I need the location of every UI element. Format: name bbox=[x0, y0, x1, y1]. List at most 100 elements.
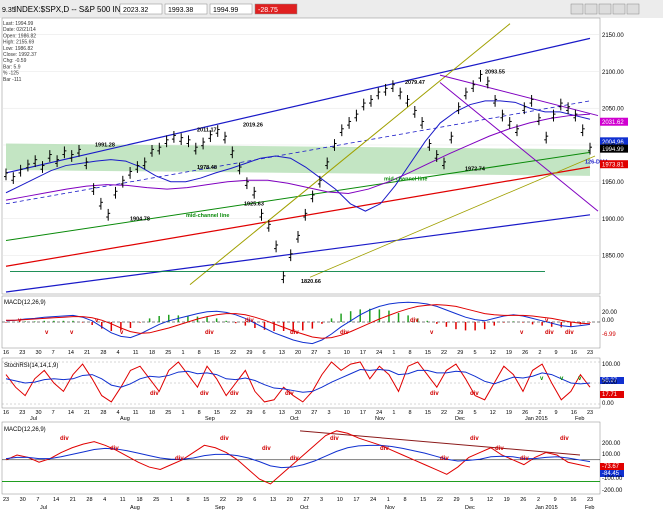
price-axis-label: 2050.00 bbox=[602, 107, 624, 113]
x-tick-label: 22 bbox=[230, 350, 236, 356]
x-tick-label: 8 bbox=[409, 350, 412, 356]
x-tick-label-stoch: 30 bbox=[35, 410, 41, 416]
x-tick-label-stoch: 12 bbox=[490, 410, 496, 416]
x-tick-label: 5 bbox=[473, 350, 476, 356]
macd-annotation: v bbox=[520, 330, 524, 336]
minimize-icon[interactable] bbox=[584, 3, 598, 15]
weekly-macd-panel bbox=[1, 421, 601, 495]
stochrsi-annotation: div bbox=[285, 391, 294, 397]
restore-icon[interactable] bbox=[612, 3, 626, 15]
stochrsi-annotation: v bbox=[540, 376, 544, 382]
window-controls[interactable] bbox=[570, 3, 640, 15]
x-tick-label: 6 bbox=[263, 350, 266, 356]
x-tick-label: 14 bbox=[68, 350, 74, 356]
price-annotation: 1991.28 bbox=[95, 142, 115, 148]
small-value: 9.35 bbox=[2, 7, 16, 14]
weekly-x-tick-label: 10 bbox=[337, 497, 343, 503]
weekly-month-label: Sep bbox=[215, 505, 225, 511]
weekly-x-tick-label: 29 bbox=[454, 497, 460, 503]
x-tick-label: 10 bbox=[344, 350, 350, 356]
month-label: Jan 2015 bbox=[525, 416, 548, 422]
x-tick-label: 9 bbox=[555, 350, 558, 356]
x-tick-label: 19 bbox=[506, 350, 512, 356]
weekly-x-tick-label: 28 bbox=[86, 497, 92, 503]
weekly-month-label: Oct bbox=[300, 505, 309, 511]
x-tick-label-stoch: 4 bbox=[117, 410, 120, 416]
x-tick-label-stoch: 7 bbox=[52, 410, 55, 416]
weekly-axis-label: -84.45 bbox=[602, 471, 620, 477]
weekly-annotation: div bbox=[175, 456, 184, 462]
weekly-x-tick-label: 4 bbox=[103, 497, 106, 503]
macd-annotation: v bbox=[45, 330, 49, 336]
x-tick-label-stoch: 23 bbox=[19, 410, 25, 416]
month-label: Oct bbox=[290, 416, 299, 422]
macd-axis-label: 20.00 bbox=[602, 310, 618, 316]
title-field-box bbox=[209, 3, 253, 15]
stochrsi-axis-label: 17.71 bbox=[602, 392, 618, 398]
stochrsi-series-line bbox=[5, 369, 591, 393]
macd-axis-label: -6.99 bbox=[602, 332, 616, 338]
close-icon[interactable] bbox=[570, 3, 584, 15]
price-flag-label: 1973.81 bbox=[602, 163, 624, 169]
settings-icon[interactable] bbox=[626, 3, 640, 15]
weekly-x-tick-label: 7 bbox=[36, 497, 39, 503]
weekly-series-line bbox=[5, 444, 591, 469]
x-tick-label: 15 bbox=[425, 350, 431, 356]
weekly-macd-layer: MACD(12,26,9) div div div div div div div div div… bbox=[2, 427, 600, 485]
x-tick-label: 1 bbox=[392, 350, 395, 356]
x-tick-label-stoch: 3 bbox=[327, 410, 330, 416]
x-tick-label-stoch: 22 bbox=[230, 410, 236, 416]
macd-series-line bbox=[5, 301, 591, 345]
price-layer: 1991.28 2011.17 2019.26 1904.78 1978.48 1925.… bbox=[4, 23, 609, 293]
weekly-x-tick-label: 26 bbox=[520, 497, 526, 503]
macd-annotation: div bbox=[290, 330, 299, 336]
weekly-annotation: div bbox=[60, 436, 69, 442]
x-tick-label-stoch: 5 bbox=[473, 410, 476, 416]
price-flag-label: 2031.62 bbox=[602, 120, 624, 126]
info-line: Open: 1986.82 bbox=[3, 33, 36, 39]
price-annotation: 1978.48 bbox=[197, 165, 217, 171]
x-tick-label: 16 bbox=[571, 350, 577, 356]
x-tick-label: 8 bbox=[198, 350, 201, 356]
x-tick-label: 11 bbox=[133, 350, 139, 356]
weekly-flag bbox=[600, 463, 624, 470]
weekly-axis-label: 100.00 bbox=[602, 452, 621, 458]
weekly-x-tick-label: 16 bbox=[570, 497, 576, 503]
maximize-icon[interactable] bbox=[598, 3, 612, 15]
weekly-x-tick-label: 11 bbox=[120, 497, 126, 503]
title-field-box bbox=[164, 3, 208, 15]
x-tick-label-stoch: 1 bbox=[181, 410, 184, 416]
stochrsi-annotation: v bbox=[560, 376, 564, 382]
weekly-series-line bbox=[5, 430, 591, 485]
title-fields[interactable]: 2023.32 1993.38 1994.99 -28.75 bbox=[119, 3, 298, 15]
macd-annotation: div bbox=[410, 318, 419, 324]
weekly-annotation: div bbox=[380, 446, 389, 452]
price-annotation: 2011.17 bbox=[197, 128, 217, 134]
x-tick-label-stoch: 24 bbox=[376, 410, 382, 416]
weekly-axis-label: -100.00 bbox=[602, 476, 623, 482]
weekly-month-label: Nov bbox=[385, 505, 395, 511]
weekly-month-label: Jan 2015 bbox=[535, 505, 558, 511]
chart-title: INDEX:$SPX,D -- S&P 500 INDEX bbox=[14, 5, 138, 14]
macd-annotation: div bbox=[205, 330, 214, 336]
month-label: Nov bbox=[375, 416, 385, 422]
price-flag bbox=[600, 137, 628, 146]
month-label: Sep bbox=[205, 416, 215, 422]
weekly-x-tick-label: 20 bbox=[287, 497, 293, 503]
stochrsi-axis-label: 100.00 bbox=[602, 362, 621, 368]
stochrsi-annotation: div bbox=[200, 391, 209, 397]
x-tick-label: 27 bbox=[311, 350, 317, 356]
x-tick-label-stoch: 26 bbox=[522, 410, 528, 416]
weekly-x-tick-label: 6 bbox=[253, 497, 256, 503]
info-line: Bar -111 bbox=[3, 77, 22, 83]
title-field-value: -28.75 bbox=[258, 7, 278, 14]
stochrsi-annotation: div bbox=[230, 391, 239, 397]
info-line: Bar: 5.9 bbox=[3, 64, 21, 70]
month-label: Feb bbox=[575, 416, 584, 422]
info-line: Date: 02/21/14 bbox=[3, 27, 36, 33]
title-field-box bbox=[119, 3, 163, 15]
lower-channel-line bbox=[5, 214, 591, 293]
weekly-month-label: Jul bbox=[40, 505, 47, 511]
weekly-annotation: div bbox=[495, 446, 504, 452]
weekly-x-tick-label: 15 bbox=[203, 497, 209, 503]
